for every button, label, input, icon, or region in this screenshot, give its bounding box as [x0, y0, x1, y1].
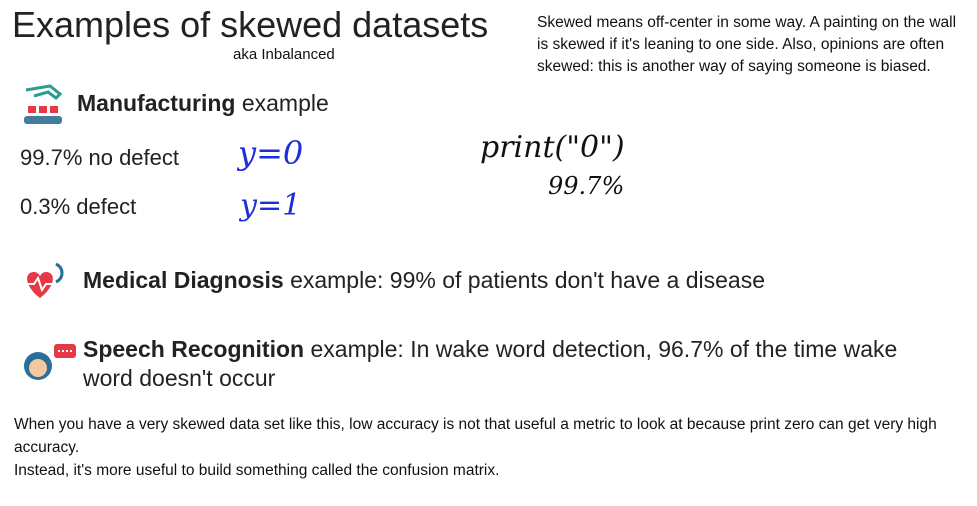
handwritten-label: y=1: [240, 188, 302, 223]
subtitle: aka Inbalanced: [233, 46, 335, 63]
example-text: example: 99% of patients don't have a di…: [290, 267, 765, 293]
handwritten-label: y=0: [238, 134, 304, 172]
manufacturing-heading: Manufacturing example: [77, 90, 329, 117]
row-text: 99.7% no defect: [20, 145, 180, 170]
handwritten-note: 99.7%: [548, 172, 625, 200]
example: Medical Diagnosis example: 99% of patien…: [83, 266, 933, 295]
handwritten-note: print("0"): [480, 130, 625, 165]
note: Instead, it's more useful to build somet…: [14, 462, 500, 479]
medical-icon: [26, 262, 64, 298]
notes: When you have a very skewed data set lik…: [14, 413, 949, 482]
title: Examples of skewed datasets: [12, 4, 489, 45]
example-text: example: In wake word detection, 96.7% o…: [83, 336, 898, 391]
note: When you have a very skewed data set lik…: [14, 416, 937, 456]
speech-icon: [24, 344, 76, 380]
example-label: Medical Diagnosis: [83, 267, 284, 293]
heading-label: Manufacturing: [77, 90, 236, 116]
example: Speech Recognition example: In wake word…: [83, 335, 933, 393]
manufacturing-icon: [24, 84, 63, 124]
row-text: 0.3% defect: [20, 194, 137, 219]
example-label: Speech Recognition: [83, 336, 305, 362]
side-note: Skewed means off-center in some way. A p…: [537, 14, 957, 75]
heading-text: example: [241, 90, 329, 116]
